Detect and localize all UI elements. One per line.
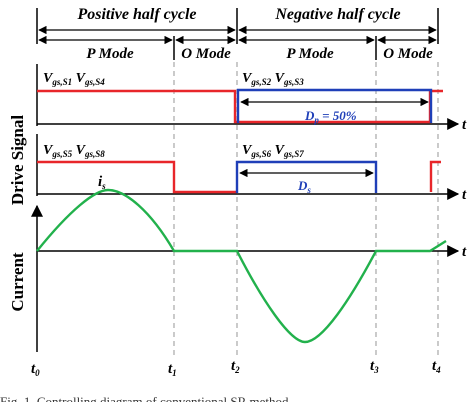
t0-label: t0: [31, 361, 40, 378]
dp-label: Dp = 50%: [304, 108, 357, 125]
vgs-s1-s4-waveform: [37, 89, 443, 124]
vgs-s6-s7-label: Vgs,S6 Vgs,S7: [242, 143, 304, 159]
vgs-s2-s3-waveform: [236, 88, 433, 123]
drive-panel-2: t Vgs,S5 Vgs,S8 Vgs,S6 Vgs,S7 Ds: [36, 134, 467, 203]
t4-label: t4: [432, 358, 441, 375]
negative-half-label: Negative half cycle: [274, 6, 400, 23]
header-region: Positive half cycle Negative half cycle …: [36, 6, 439, 62]
p-mode-label-1: P Mode: [86, 46, 134, 62]
ds-label: Ds: [297, 178, 311, 195]
vgs-s5-s8-waveform: [37, 160, 237, 194]
is-label: is: [98, 174, 106, 191]
time-labels: t0 t1 t2 t3 t4: [31, 358, 441, 378]
vgs-s5-s8-waveform-next: [429, 160, 441, 192]
t1-label: t1: [168, 361, 177, 378]
vgs-s2-s3-label: Vgs,S2 Vgs,S3: [242, 71, 304, 87]
drive-panel-1: t Vgs,S1 Vgs,S4 Vgs,S2 Vgs,S3 Dp = 50%: [36, 64, 467, 133]
t2-label: t2: [231, 358, 240, 375]
panel2-t-label: t: [462, 187, 467, 203]
vgs-s1-s4-label: Vgs,S1 Vgs,S4: [43, 71, 105, 87]
panel1-t-label: t: [462, 117, 467, 133]
o-mode-label-2: O Mode: [383, 46, 433, 62]
o-mode-label-1: O Mode: [181, 46, 231, 62]
drive-signal-axis-title: Drive Signal: [8, 115, 27, 205]
positive-half-label: Positive half cycle: [76, 6, 196, 23]
vgs-s5-s8-label: Vgs,S5 Vgs,S8: [43, 143, 105, 159]
time-guides: [173, 62, 439, 358]
is-current-waveform: [36, 188, 447, 344]
p-mode-label-2: P Mode: [286, 46, 334, 62]
current-axis-title: Current: [8, 252, 27, 312]
vgs-s6-s7-waveform: [235, 160, 378, 193]
t3-label: t3: [370, 358, 379, 375]
current-t-label: t: [462, 244, 467, 260]
current-panel: t is: [31, 174, 467, 352]
figure-caption: Fig. 1. Controlling diagram of conventio…: [0, 394, 289, 402]
